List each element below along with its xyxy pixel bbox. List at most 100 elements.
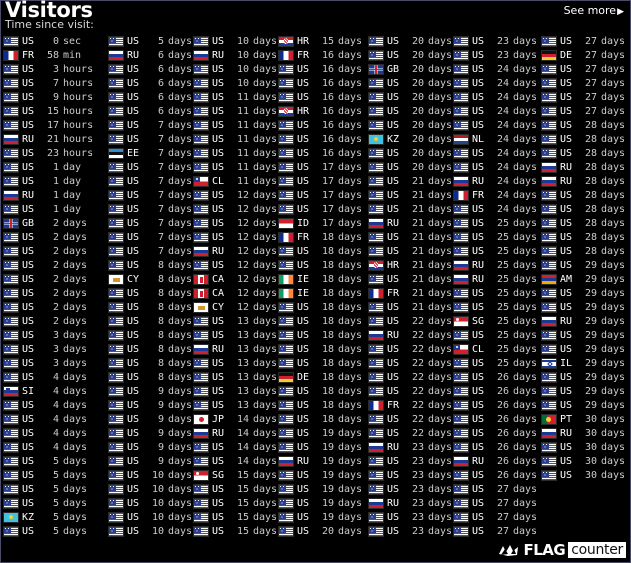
flag-icon-fr: [3, 49, 19, 61]
flag-icon-ru: [368, 329, 384, 341]
flag-icon-us: [3, 147, 19, 159]
country-code: US: [297, 413, 310, 425]
time-unit: days: [253, 511, 278, 523]
time-unit: days: [513, 203, 538, 215]
country-code: RU: [297, 455, 310, 467]
visitor-row: US 5 days: [3, 468, 108, 482]
time-unit: days: [428, 245, 453, 257]
flag-counter-logo[interactable]: FLAG counter: [498, 541, 626, 559]
visitor-row: US 24 days: [453, 160, 541, 174]
visitor-row: US 15 hours: [3, 104, 108, 118]
flag-icon-us: [453, 217, 469, 229]
time-unit: days: [601, 175, 626, 187]
flag-icon-us: [541, 147, 557, 159]
country-code: US: [127, 245, 140, 257]
country-code: US: [297, 133, 310, 145]
visitor-row: US 23 days: [453, 48, 541, 62]
time-amount: 4: [52, 413, 59, 425]
time-unit: days: [601, 147, 626, 159]
time-amount: 7: [157, 189, 164, 201]
flag-icon-us: [193, 91, 209, 103]
time-amount: 28: [584, 189, 597, 201]
time-amount: 15: [321, 35, 334, 47]
time-unit: day: [63, 161, 82, 173]
visitor-row: RU 29 days: [541, 314, 630, 328]
country-code: US: [560, 231, 573, 243]
flag-icon-us: [3, 483, 19, 495]
country-code: US: [297, 441, 310, 453]
visitor-row: US 29 days: [541, 370, 630, 384]
time-unit: days: [428, 371, 453, 383]
time-amount: 18: [321, 371, 334, 383]
country-code: US: [22, 371, 35, 383]
time-unit: days: [513, 413, 538, 425]
time-amount: 22: [411, 343, 424, 355]
time-unit: days: [168, 287, 193, 299]
country-code: US: [297, 315, 310, 327]
time-amount: 11: [236, 91, 249, 103]
country-code: US: [560, 371, 573, 383]
flag-icon-us: [278, 329, 294, 341]
time-amount: 4: [52, 385, 59, 397]
country-code: RU: [387, 329, 400, 341]
flag-icon-us: [368, 511, 384, 523]
visitor-row: US 2 days: [3, 272, 108, 286]
time-unit: days: [338, 357, 363, 369]
country-code: US: [297, 469, 310, 481]
time-amount: 21: [411, 175, 424, 187]
visitor-row: US 10 days: [108, 496, 193, 510]
visitor-row: US 19 days: [278, 440, 368, 454]
time-unit: days: [513, 245, 538, 257]
country-code: US: [472, 287, 485, 299]
country-code: RU: [22, 189, 35, 201]
country-code: US: [127, 231, 140, 243]
visitor-row: US 29 days: [541, 328, 630, 342]
visitor-row: US 1 day: [3, 202, 108, 216]
visitor-row: US 29 days: [541, 398, 630, 412]
flag-icon-us: [453, 511, 469, 523]
flag-icon-us: [278, 245, 294, 257]
time-amount: 22: [411, 413, 424, 425]
country-code: HR: [297, 35, 310, 47]
time-unit: days: [253, 483, 278, 495]
time-unit: days: [168, 63, 193, 75]
time-amount: 20: [411, 91, 424, 103]
country-code: US: [22, 287, 35, 299]
flag-icon-us: [193, 231, 209, 243]
time-unit: days: [63, 399, 88, 411]
visitor-row: EE 7 days: [108, 146, 193, 160]
time-amount: 10: [151, 511, 164, 523]
time-amount: 6: [157, 77, 164, 89]
visitors-column: US 27 days DE 27 days US 27 days US 27 days US 27 days…: [541, 34, 630, 482]
visitor-row: RU 10 days: [193, 48, 278, 62]
time-unit: days: [338, 441, 363, 453]
flag-icon-us: [453, 497, 469, 509]
time-unit: days: [253, 77, 278, 89]
time-unit: days: [513, 91, 538, 103]
time-unit: days: [63, 469, 88, 481]
visitor-row: US 27 days: [453, 496, 541, 510]
time-amount: 24: [496, 189, 509, 201]
visitor-row: US 20 days: [368, 90, 453, 104]
visitor-row: US 29 days: [541, 384, 630, 398]
flag-icon-us: [541, 343, 557, 355]
flag-icon-sg: [193, 469, 209, 481]
time-unit: days: [168, 329, 193, 341]
time-amount: 28: [584, 175, 597, 187]
time-unit: days: [168, 469, 193, 481]
country-code: US: [212, 511, 225, 523]
see-more-link[interactable]: See more▶: [564, 4, 624, 17]
flag-icon-us: [453, 357, 469, 369]
visitor-row: US 6 days: [108, 90, 193, 104]
visitor-row: US 18 days: [278, 356, 368, 370]
country-code: US: [387, 469, 400, 481]
time-amount: 18: [321, 329, 334, 341]
country-code: US: [22, 245, 35, 257]
visitor-row: US 18 days: [278, 314, 368, 328]
flag-icon-us: [3, 77, 19, 89]
flag-icon-us: [368, 357, 384, 369]
time-amount: 16: [321, 119, 334, 131]
country-code: US: [212, 133, 225, 145]
time-unit: days: [601, 301, 626, 313]
time-unit: days: [513, 63, 538, 75]
